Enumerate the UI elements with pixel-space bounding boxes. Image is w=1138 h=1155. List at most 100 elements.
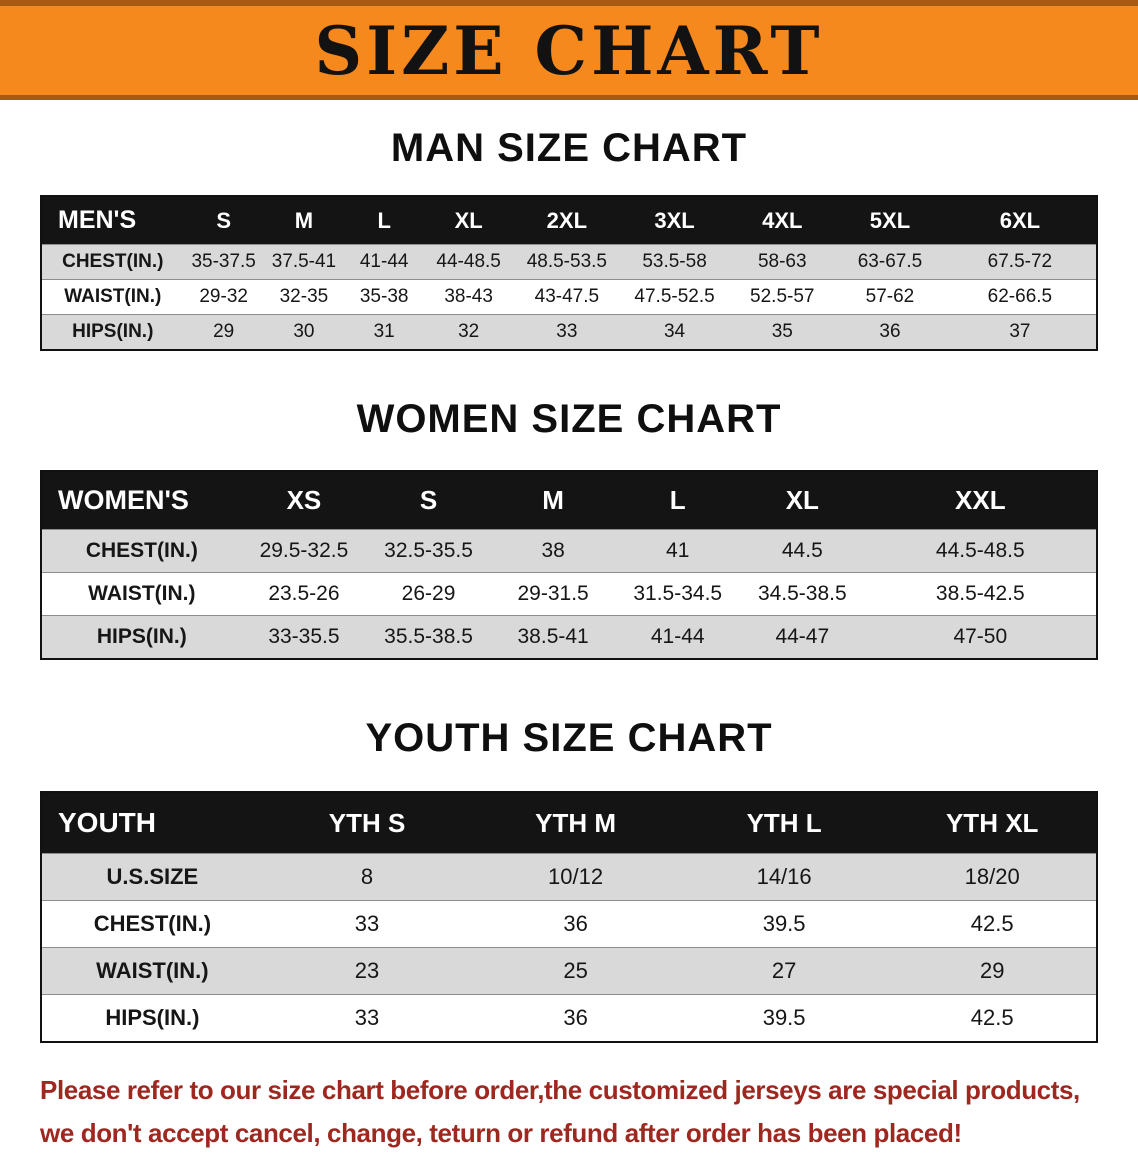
size-header-cell: XXL [864, 471, 1097, 530]
value-cell: 32-35 [263, 279, 345, 315]
size-chart-banner: SIZE CHART [0, 0, 1138, 100]
women-size-section: WOMEN SIZE CHART WOMEN'S XS S M L XL XXL CHEST(… [0, 397, 1138, 660]
size-header-cell: XS [241, 471, 367, 530]
banner-title: SIZE CHART [314, 11, 824, 90]
size-header-cell: 2XL [513, 196, 621, 245]
size-header-cell: L [344, 196, 425, 245]
value-cell: 44.5 [740, 529, 865, 573]
value-cell: 58-63 [728, 244, 837, 280]
size-header-cell: 5XL [836, 196, 944, 245]
value-cell: 44-48.5 [424, 244, 513, 280]
table-title-cell: WOMEN'S [41, 471, 242, 530]
value-cell: 38 [490, 529, 616, 573]
row-label-cell: WAIST(IN.) [41, 947, 263, 995]
measurement-row: WAIST(IN.) 29-32 32-35 35-38 38-43 43-47.5 47.… [41, 279, 1097, 315]
value-cell: 39.5 [679, 900, 889, 948]
size-header-cell: M [490, 471, 616, 530]
table-title-cell: MEN'S [41, 196, 184, 245]
value-cell: 35-37.5 [183, 244, 264, 280]
row-label-cell: CHEST(IN.) [41, 900, 263, 948]
value-cell: 27 [679, 947, 889, 995]
value-cell: 41 [615, 529, 741, 573]
value-cell: 33 [262, 994, 472, 1042]
value-cell: 32.5-35.5 [366, 529, 491, 573]
value-cell: 29 [888, 947, 1097, 995]
row-label-cell: U.S.SIZE [41, 853, 263, 901]
value-cell: 37 [943, 314, 1097, 350]
value-cell: 26-29 [366, 572, 491, 616]
measurement-row: WAIST(IN.) 23 25 27 29 [41, 947, 1097, 995]
value-cell: 10/12 [471, 853, 680, 901]
row-label-cell: HIPS(IN.) [41, 994, 263, 1042]
value-cell: 36 [471, 900, 680, 948]
youth-size-table: YOUTH YTH S YTH M YTH L YTH XL U.S.SIZE 8 10/12… [40, 791, 1098, 1043]
size-header-cell: XL [424, 196, 513, 245]
value-cell: 52.5-57 [728, 279, 837, 315]
value-cell: 44.5-48.5 [864, 529, 1097, 573]
value-cell: 47.5-52.5 [620, 279, 729, 315]
value-cell: 29-31.5 [490, 572, 616, 616]
table-header-row: WOMEN'S XS S M L XL XXL [41, 471, 1097, 530]
value-cell: 35.5-38.5 [366, 615, 491, 659]
value-cell: 29-32 [183, 279, 264, 315]
value-cell: 48.5-53.5 [513, 244, 621, 280]
size-header-cell: XL [740, 471, 865, 530]
value-cell: 62-66.5 [943, 279, 1097, 315]
measurement-row: CHEST(IN.) 33 36 39.5 42.5 [41, 900, 1097, 948]
measurement-row: CHEST(IN.) 35-37.5 37.5-41 41-44 44-48.5 48.5… [41, 244, 1097, 280]
women-section-heading: WOMEN SIZE CHART [356, 397, 782, 441]
value-cell: 23.5-26 [241, 572, 367, 616]
value-cell: 18/20 [888, 853, 1097, 901]
measurement-row: U.S.SIZE 8 10/12 14/16 18/20 [41, 853, 1097, 901]
row-label-cell: CHEST(IN.) [41, 529, 242, 573]
measurement-row: CHEST(IN.) 29.5-32.5 32.5-35.5 38 41 44.5 44.5… [41, 529, 1097, 573]
size-header-cell: S [366, 471, 491, 530]
value-cell: 41-44 [615, 615, 741, 659]
value-cell: 31.5-34.5 [615, 572, 741, 616]
size-header-cell: YTH M [471, 792, 680, 854]
value-cell: 37.5-41 [263, 244, 345, 280]
value-cell: 57-62 [836, 279, 944, 315]
measurement-row: HIPS(IN.) 33 36 39.5 42.5 [41, 994, 1097, 1042]
size-header-cell: YTH L [679, 792, 889, 854]
value-cell: 32 [424, 314, 513, 350]
row-label-cell: CHEST(IN.) [41, 244, 184, 280]
table-header-row: YOUTH YTH S YTH M YTH L YTH XL [41, 792, 1097, 854]
row-label-cell: HIPS(IN.) [41, 314, 184, 350]
value-cell: 8 [262, 853, 472, 901]
youth-section-heading: YOUTH SIZE CHART [365, 716, 773, 760]
men-size-table: MEN'S S M L XL 2XL 3XL 4XL 5XL 6XL CHEST(IN.) 35-37… [40, 195, 1098, 351]
size-header-cell: M [263, 196, 345, 245]
value-cell: 53.5-58 [620, 244, 729, 280]
size-header-cell: S [183, 196, 264, 245]
value-cell: 33 [513, 314, 621, 350]
value-cell: 23 [262, 947, 472, 995]
value-cell: 35-38 [344, 279, 425, 315]
value-cell: 67.5-72 [943, 244, 1097, 280]
value-cell: 44-47 [740, 615, 865, 659]
value-cell: 29.5-32.5 [241, 529, 367, 573]
row-label-cell: WAIST(IN.) [41, 279, 184, 315]
value-cell: 38.5-42.5 [864, 572, 1097, 616]
value-cell: 36 [836, 314, 944, 350]
measurement-row: WAIST(IN.) 23.5-26 26-29 29-31.5 31.5-34.5 34… [41, 572, 1097, 616]
row-label-cell: HIPS(IN.) [41, 615, 242, 659]
table-title-cell: YOUTH [41, 792, 263, 854]
measurement-row: HIPS(IN.) 33-35.5 35.5-38.5 38.5-41 41-44 44-… [41, 615, 1097, 659]
order-notice-line-1: Please refer to our size chart before or… [40, 1075, 1080, 1105]
value-cell: 39.5 [679, 994, 889, 1042]
women-size-table: WOMEN'S XS S M L XL XXL CHEST(IN.) 29.5-32.5 32.5… [40, 470, 1098, 660]
value-cell: 47-50 [864, 615, 1097, 659]
men-size-section: MAN SIZE CHART MEN'S S M L XL 2XL 3XL 4XL 5XL 6XL… [0, 126, 1138, 351]
size-header-cell: 3XL [620, 196, 729, 245]
order-notice: Please refer to our size chart before or… [40, 1069, 1098, 1155]
table-header-row: MEN'S S M L XL 2XL 3XL 4XL 5XL 6XL [41, 196, 1097, 245]
value-cell: 38.5-41 [490, 615, 616, 659]
value-cell: 43-47.5 [513, 279, 621, 315]
value-cell: 63-67.5 [836, 244, 944, 280]
value-cell: 30 [263, 314, 345, 350]
order-notice-line-2: we don't accept cancel, change, teturn o… [40, 1117, 962, 1148]
size-header-cell: 6XL [943, 196, 1097, 245]
men-section-heading: MAN SIZE CHART [390, 126, 748, 170]
